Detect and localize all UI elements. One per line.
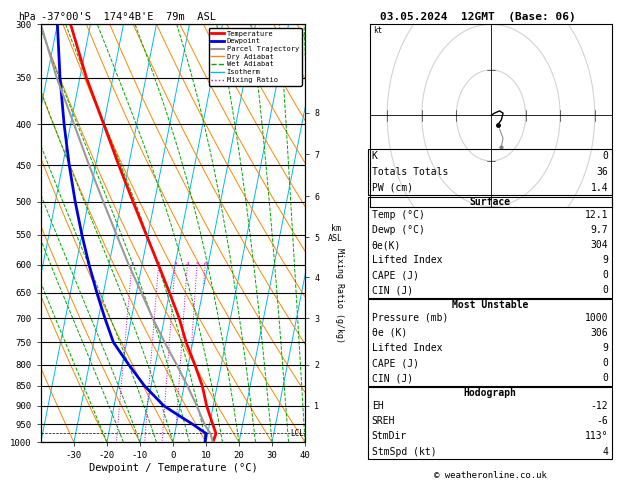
Text: 304: 304 [591, 240, 608, 250]
Text: CAPE (J): CAPE (J) [372, 270, 419, 280]
Text: 6: 6 [203, 262, 207, 267]
Text: 306: 306 [591, 328, 608, 338]
Text: 0: 0 [603, 152, 608, 161]
X-axis label: Dewpoint / Temperature (°C): Dewpoint / Temperature (°C) [89, 463, 257, 473]
Text: CIN (J): CIN (J) [372, 285, 413, 295]
Text: LCL: LCL [290, 429, 304, 438]
Legend: Temperature, Dewpoint, Parcel Trajectory, Dry Adiabat, Wet Adiabat, Isotherm, Mi: Temperature, Dewpoint, Parcel Trajectory… [208, 28, 301, 86]
Text: PW (cm): PW (cm) [372, 183, 413, 192]
Text: 2: 2 [157, 262, 160, 267]
Y-axis label: km
ASL: km ASL [328, 224, 343, 243]
Text: Dewp (°C): Dewp (°C) [372, 225, 425, 235]
Text: 9: 9 [603, 343, 608, 353]
Text: © weatheronline.co.uk: © weatheronline.co.uk [434, 471, 547, 480]
Text: 03.05.2024  12GMT  (Base: 06): 03.05.2024 12GMT (Base: 06) [380, 12, 576, 22]
Text: 1: 1 [130, 262, 134, 267]
Text: Temp (°C): Temp (°C) [372, 210, 425, 220]
Text: -12: -12 [591, 400, 608, 411]
Text: 113°: 113° [585, 431, 608, 441]
Text: 9: 9 [603, 255, 608, 265]
Text: Lifted Index: Lifted Index [372, 343, 442, 353]
Text: 9.7: 9.7 [591, 225, 608, 235]
Text: Most Unstable: Most Unstable [452, 300, 528, 310]
Text: Totals Totals: Totals Totals [372, 167, 448, 177]
Text: 12.1: 12.1 [585, 210, 608, 220]
Text: kt: kt [374, 26, 382, 35]
Text: Mixing Ratio (g/kg): Mixing Ratio (g/kg) [335, 248, 344, 344]
Text: Surface: Surface [469, 197, 511, 207]
Text: θe(K): θe(K) [372, 240, 401, 250]
Text: 0: 0 [603, 373, 608, 383]
Text: 0: 0 [603, 270, 608, 280]
Text: StmSpd (kt): StmSpd (kt) [372, 447, 437, 457]
Text: 5: 5 [195, 262, 199, 267]
Text: 3: 3 [173, 262, 177, 267]
Text: θe (K): θe (K) [372, 328, 407, 338]
Text: Hodograph: Hodograph [464, 388, 516, 398]
Text: 4: 4 [186, 262, 189, 267]
Text: 4: 4 [603, 447, 608, 457]
Text: Lifted Index: Lifted Index [372, 255, 442, 265]
Text: K: K [372, 152, 377, 161]
Text: -37°00'S  174°4B'E  79m  ASL: -37°00'S 174°4B'E 79m ASL [41, 12, 216, 22]
Text: Pressure (mb): Pressure (mb) [372, 312, 448, 323]
Text: StmDir: StmDir [372, 431, 407, 441]
Text: 0: 0 [603, 358, 608, 368]
Text: EH: EH [372, 400, 384, 411]
Text: CAPE (J): CAPE (J) [372, 358, 419, 368]
Text: -6: -6 [596, 416, 608, 426]
Text: SREH: SREH [372, 416, 395, 426]
Text: 36: 36 [596, 167, 608, 177]
Text: 1.4: 1.4 [591, 183, 608, 192]
Text: hPa: hPa [18, 12, 36, 22]
Text: 0: 0 [603, 285, 608, 295]
Text: 1000: 1000 [585, 312, 608, 323]
Text: CIN (J): CIN (J) [372, 373, 413, 383]
